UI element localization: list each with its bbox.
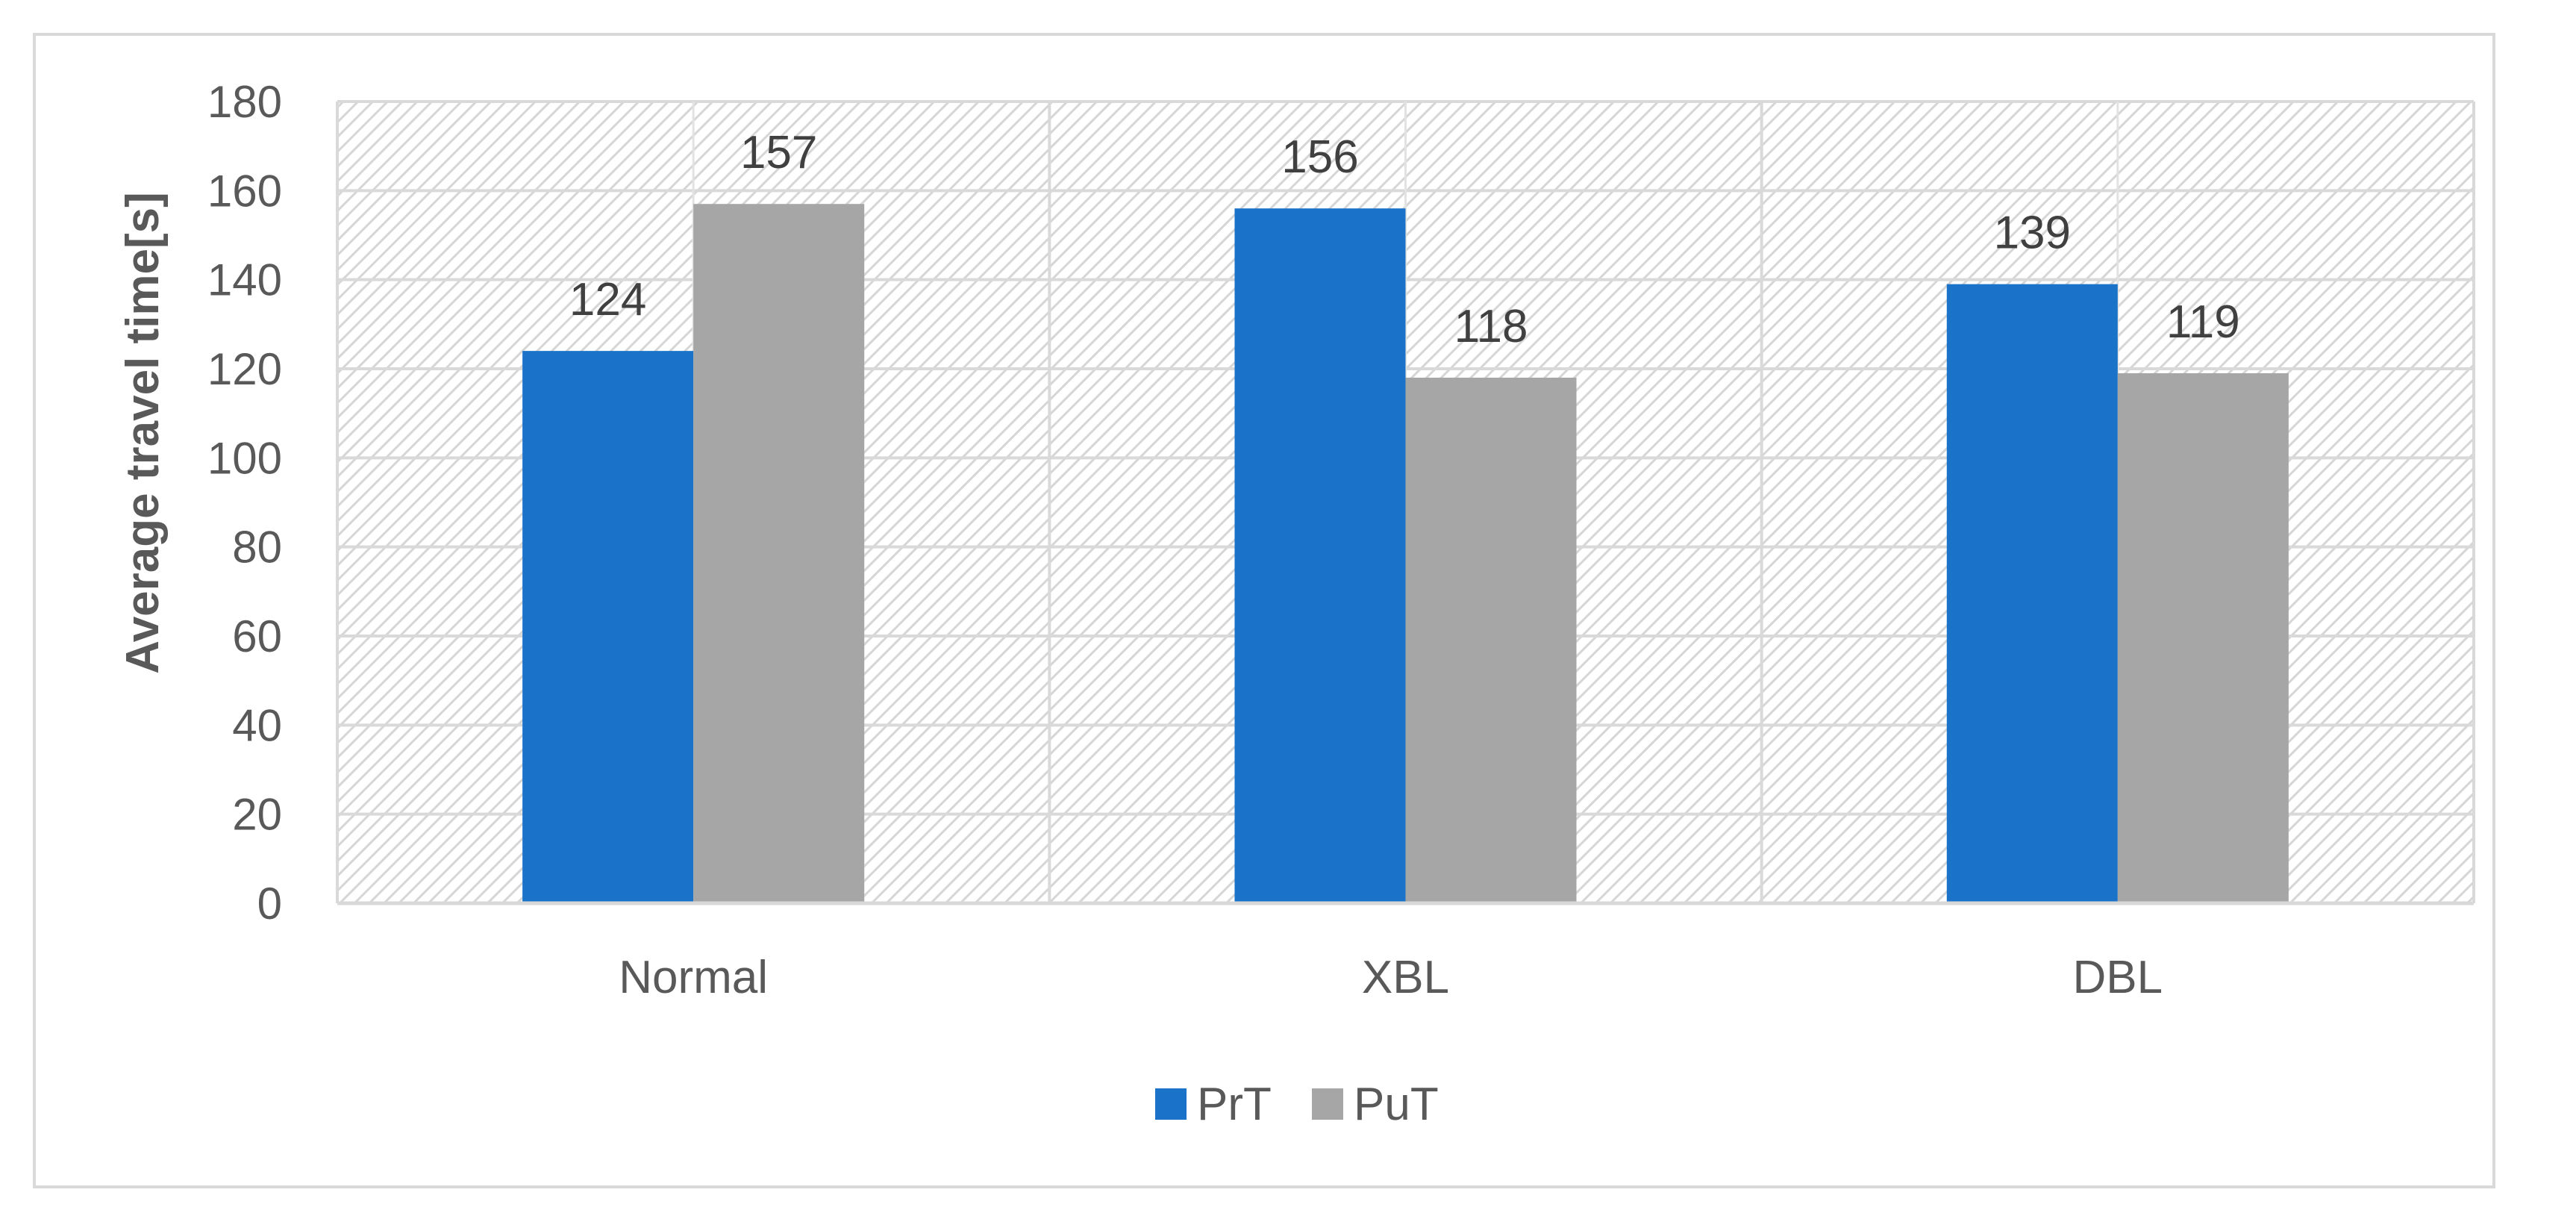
y-tick-label: 180: [207, 77, 282, 127]
y-axis-title: Average travel time[s]: [117, 192, 169, 674]
y-tick-label: 140: [207, 255, 282, 305]
bar-prt-dbl: [1946, 284, 2118, 904]
data-label: 156: [1281, 131, 1358, 183]
y-tick-label: 160: [207, 166, 282, 216]
x-axis: Normal XBL DBL: [337, 901, 2474, 1003]
data-labels-group: 124 157 156 118 139 119: [569, 127, 2240, 352]
data-label: 157: [740, 127, 817, 178]
x-tick-label: Normal: [619, 952, 768, 1003]
data-label: 118: [1454, 301, 1528, 352]
legend-label: PrT: [1197, 1079, 1272, 1130]
bar-prt-xbl: [1234, 208, 1406, 903]
bar-put-normal: [693, 204, 865, 903]
data-label: 119: [2166, 296, 2240, 348]
y-tick-label: 0: [257, 879, 282, 929]
data-label: 124: [569, 274, 646, 325]
legend-swatch-put: [1312, 1088, 1343, 1120]
x-tick-label: XBL: [1362, 952, 1449, 1003]
y-tick-label: 100: [207, 433, 282, 483]
bar-prt-normal: [522, 351, 694, 904]
y-tick-label: 20: [232, 790, 282, 840]
x-tick-label: DBL: [2073, 952, 2163, 1003]
bars-group: [522, 204, 2289, 904]
legend-label: PuT: [1354, 1079, 1439, 1130]
legend: PrT PuT: [1155, 1079, 1439, 1130]
bar-put-xbl: [1405, 377, 1577, 903]
y-tick-label: 60: [232, 611, 282, 661]
y-tick-label: 40: [232, 700, 282, 750]
bar-put-dbl: [2117, 372, 2289, 903]
legend-swatch-prt: [1155, 1088, 1187, 1120]
y-tick-label: 80: [232, 523, 282, 573]
y-axis: 0 20 40 60 80 100 120 140 160 180: [207, 77, 282, 929]
y-tick-label: 120: [207, 344, 282, 394]
data-label: 139: [1994, 208, 2071, 259]
